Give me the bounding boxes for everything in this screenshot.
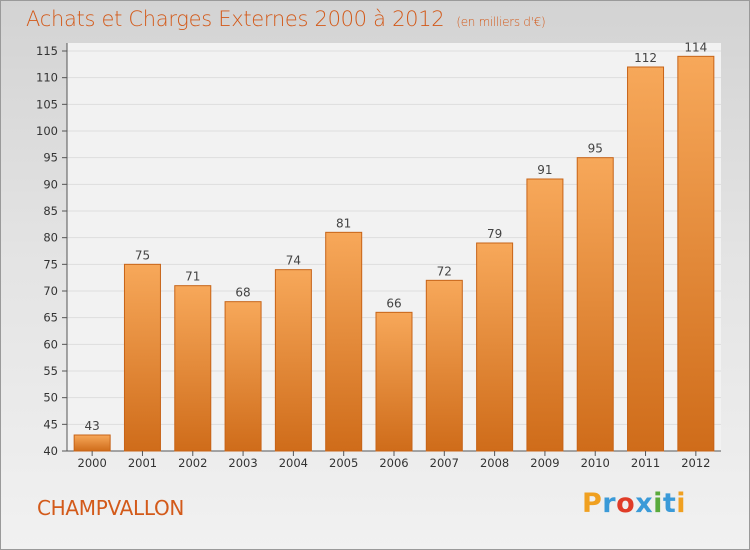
data-label: 74 (286, 254, 301, 268)
chart-subtitle: (en milliers d'€) (456, 15, 546, 29)
y-tick-label: 95 (43, 151, 58, 165)
bar (123, 263, 161, 452)
logo-letter: P (582, 488, 603, 519)
commune-name: CHAMPVALLON (37, 496, 185, 520)
y-tick-label: 80 (43, 231, 58, 245)
y-tick-label: 105 (36, 97, 58, 111)
bar (576, 157, 614, 452)
bar (677, 55, 715, 452)
y-tick-label: 115 (36, 44, 58, 58)
data-label: 114 (684, 40, 707, 54)
bar (224, 301, 262, 452)
bar (425, 279, 463, 452)
data-label: 68 (235, 286, 250, 300)
logo-letter: t (662, 488, 677, 519)
x-tick-label: 2001 (128, 456, 157, 470)
data-label: 43 (85, 419, 100, 433)
x-tick-label: 2012 (681, 456, 710, 470)
bar (627, 66, 665, 452)
x-tick-label: 2007 (430, 456, 459, 470)
x-tick-label: 2005 (329, 456, 358, 470)
bar (174, 285, 212, 452)
y-tick-label: 55 (43, 364, 58, 378)
bar (375, 311, 413, 452)
bar (274, 269, 312, 452)
y-tick-label: 45 (43, 417, 58, 431)
x-tick-label: 2008 (480, 456, 509, 470)
chart-title-text: Achats et Charges Externes 2000 à 2012 (26, 7, 445, 31)
data-label: 95 (588, 142, 603, 156)
data-label: 75 (135, 248, 150, 262)
x-tick-label: 2009 (530, 456, 559, 470)
data-label: 72 (437, 264, 452, 278)
bar (526, 178, 564, 452)
logo-letter: r (602, 488, 617, 519)
y-tick-label: 100 (36, 124, 58, 138)
y-tick-label: 90 (43, 177, 58, 191)
logo-letter: o (616, 488, 636, 519)
y-tick-label: 70 (43, 284, 58, 298)
bar (325, 231, 363, 452)
y-tick-label: 75 (43, 257, 58, 271)
logo-letter: i (653, 488, 663, 519)
bar (73, 434, 111, 452)
logo-letter: i (676, 488, 687, 519)
data-label: 91 (537, 163, 552, 177)
data-label: 71 (185, 270, 200, 284)
chart-title: Achats et Charges Externes 2000 à 2012 (e… (26, 7, 546, 31)
x-tick-label: 2003 (228, 456, 257, 470)
y-tick-label: 40 (43, 444, 58, 458)
x-tick-label: 2000 (78, 456, 107, 470)
y-tick-label: 65 (43, 311, 58, 325)
y-tick-label: 50 (43, 391, 58, 405)
data-label: 81 (336, 216, 351, 230)
x-tick-label: 2002 (178, 456, 207, 470)
logo-letter: x (635, 488, 654, 519)
data-label: 66 (386, 296, 401, 310)
bar (476, 242, 514, 452)
x-tick-label: 2006 (379, 456, 408, 470)
x-tick-label: 2004 (279, 456, 308, 470)
y-tick-label: 85 (43, 204, 58, 218)
x-tick-label: 2011 (631, 456, 660, 470)
proxiti-logo: Proxiti (582, 488, 686, 519)
y-tick-label: 60 (43, 337, 58, 351)
x-tick-label: 2010 (581, 456, 610, 470)
y-tick-label: 110 (36, 71, 58, 85)
data-label: 79 (487, 227, 502, 241)
data-label: 112 (634, 51, 657, 65)
